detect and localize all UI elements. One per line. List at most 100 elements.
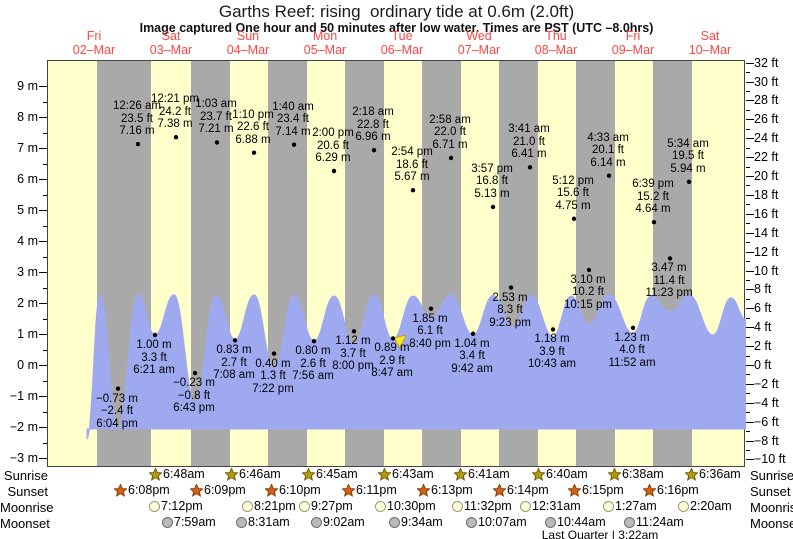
sunrise-entry: 6:38am <box>608 468 664 481</box>
tide-point <box>651 219 657 225</box>
tide-point <box>135 141 141 147</box>
moonrise-time: 2:20am <box>690 499 732 513</box>
moon-phase-note: Last Quarter | 3:22am <box>541 528 659 539</box>
sunset-time: 6:10pm <box>279 483 321 497</box>
sunset-entry: 6:13pm <box>417 484 473 497</box>
sunset-time: 6:08pm <box>128 483 170 497</box>
sunrise-time: 6:40am <box>546 467 588 481</box>
sunset-entry: 6:09pm <box>190 484 246 497</box>
day-label: Sat 10–Mar <box>688 29 732 57</box>
tide-point <box>586 267 592 273</box>
moonset-icon <box>624 517 635 528</box>
axis-tick-label: 14 ft <box>754 225 779 240</box>
axis-tick-label: 0 m <box>17 358 38 372</box>
moonset-icon <box>389 517 400 528</box>
tide-point <box>448 155 454 161</box>
moonrise-icon <box>375 501 386 512</box>
sunset-icon <box>568 484 581 497</box>
axis-minor-tick <box>746 223 750 225</box>
moonset-time: 8:31am <box>248 515 290 529</box>
moonrise-time: 10:30pm <box>387 499 436 513</box>
tide-point <box>571 216 577 221</box>
moonset-icon <box>162 517 173 528</box>
chart-subtitle: Image captured One hour and 50 minutes a… <box>139 21 654 35</box>
sunset-entry: 6:08pm <box>114 484 170 497</box>
axis-tick-label: 4 m <box>17 234 38 248</box>
tide-point <box>251 150 257 155</box>
day-label: Fri 02–Mar <box>72 29 116 57</box>
sunrise-entry: 6:45am <box>302 468 358 481</box>
axis-tick <box>39 210 47 211</box>
sunrise-icon <box>532 468 545 481</box>
axis-minor-tick <box>746 336 750 338</box>
sunrise-entry: 6:36am <box>685 468 741 481</box>
tide-point <box>115 386 121 391</box>
sunrise-icon <box>608 468 621 481</box>
moonrise-time: 1:27am <box>615 499 657 513</box>
moonrise-entry: 10:30pm <box>375 500 436 513</box>
axis-tick-label: 16 ft <box>754 206 779 221</box>
tide-point <box>527 165 533 170</box>
sunrise-icon <box>454 468 467 481</box>
high-tide-label: 1:40 am 23.4 ft 7.14 m <box>272 100 314 138</box>
sunset-entry: 6:11pm <box>342 484 397 497</box>
sunset-icon <box>643 484 656 497</box>
axis-tick-label: 6 m <box>17 172 38 186</box>
moonrise-entry: 11:32pm <box>452 500 512 513</box>
sunrise-entry: 6:48am <box>149 468 205 481</box>
tide-point <box>470 331 476 336</box>
axis-tick-label: 32 ft <box>754 55 779 70</box>
axis-minor-tick <box>43 318 47 320</box>
sunset-entry: 6:14pm <box>493 484 549 497</box>
axis-minor-tick <box>43 411 47 413</box>
astro-row-label-sunset-right: Sunset <box>750 484 791 499</box>
axis-tick <box>746 232 754 234</box>
axis-tick <box>746 138 754 140</box>
tide-point <box>192 370 198 376</box>
axis-minor-tick <box>746 128 750 130</box>
astro-row-label-moonrise-right: Moonrise <box>750 500 793 515</box>
tide-point <box>271 351 277 356</box>
moonset-entry: 7:59am <box>162 516 216 529</box>
sunrise-entry: 6:41am <box>454 468 510 481</box>
tide-point <box>331 168 337 174</box>
axis-tick <box>746 308 754 310</box>
axis-tick-label: 22 ft <box>754 150 779 165</box>
moonset-time: 7:59am <box>174 515 216 529</box>
low-tide-label: 1.85 m 6.1 ft 8:40 pm <box>409 312 451 350</box>
axis-minor-tick <box>746 166 750 168</box>
moonset-time: 9:02am <box>323 515 365 529</box>
sunrise-entry: 6:46am <box>225 468 281 481</box>
axis-minor-tick <box>746 242 750 244</box>
axis-minor-tick <box>746 147 750 149</box>
axis-tick <box>39 272 47 273</box>
day-label: Mon 05–Mar <box>303 29 347 57</box>
sunrise-time: 6:38am <box>622 467 664 481</box>
axis-minor-tick <box>43 225 47 227</box>
axis-tick-label: 10 ft <box>754 263 779 278</box>
moonset-time: 10:07am <box>478 515 527 529</box>
moonset-entry: 8:31am <box>236 516 290 529</box>
axis-tick-label: 26 ft <box>754 112 779 127</box>
tide-point <box>311 339 317 344</box>
tide-point <box>428 306 434 311</box>
axis-tick <box>39 241 47 242</box>
sunset-time: 6:09pm <box>204 483 246 497</box>
high-tide-label: 1:03 am 23.7 ft 7.21 m <box>195 98 237 136</box>
high-tide-label: 3:57 pm 16.8 ft 5.13 m <box>471 162 513 200</box>
axis-tick <box>746 81 754 83</box>
sunrise-icon <box>149 468 162 481</box>
axis-tick-label: −2 ft <box>754 376 779 391</box>
day-label: Sun 04–Mar <box>226 29 270 57</box>
day-label: Thu 08–Mar <box>534 29 578 57</box>
day-label: Fri 09–Mar <box>611 29 655 57</box>
high-tide-label: 4:33 am 20.1 ft 6.14 m <box>587 131 629 169</box>
tide-point <box>550 327 556 332</box>
high-tide-label: 12:21 pm 24.2 ft 7.38 m <box>151 93 199 131</box>
high-tide-label: 2:18 am 22.8 ft 6.96 m <box>352 106 394 144</box>
moonrise-time: 9:27pm <box>311 499 353 513</box>
moonset-entry: 10:07am <box>466 516 527 529</box>
sunrise-icon <box>302 468 315 481</box>
axis-tick-label: 8 m <box>17 110 38 124</box>
